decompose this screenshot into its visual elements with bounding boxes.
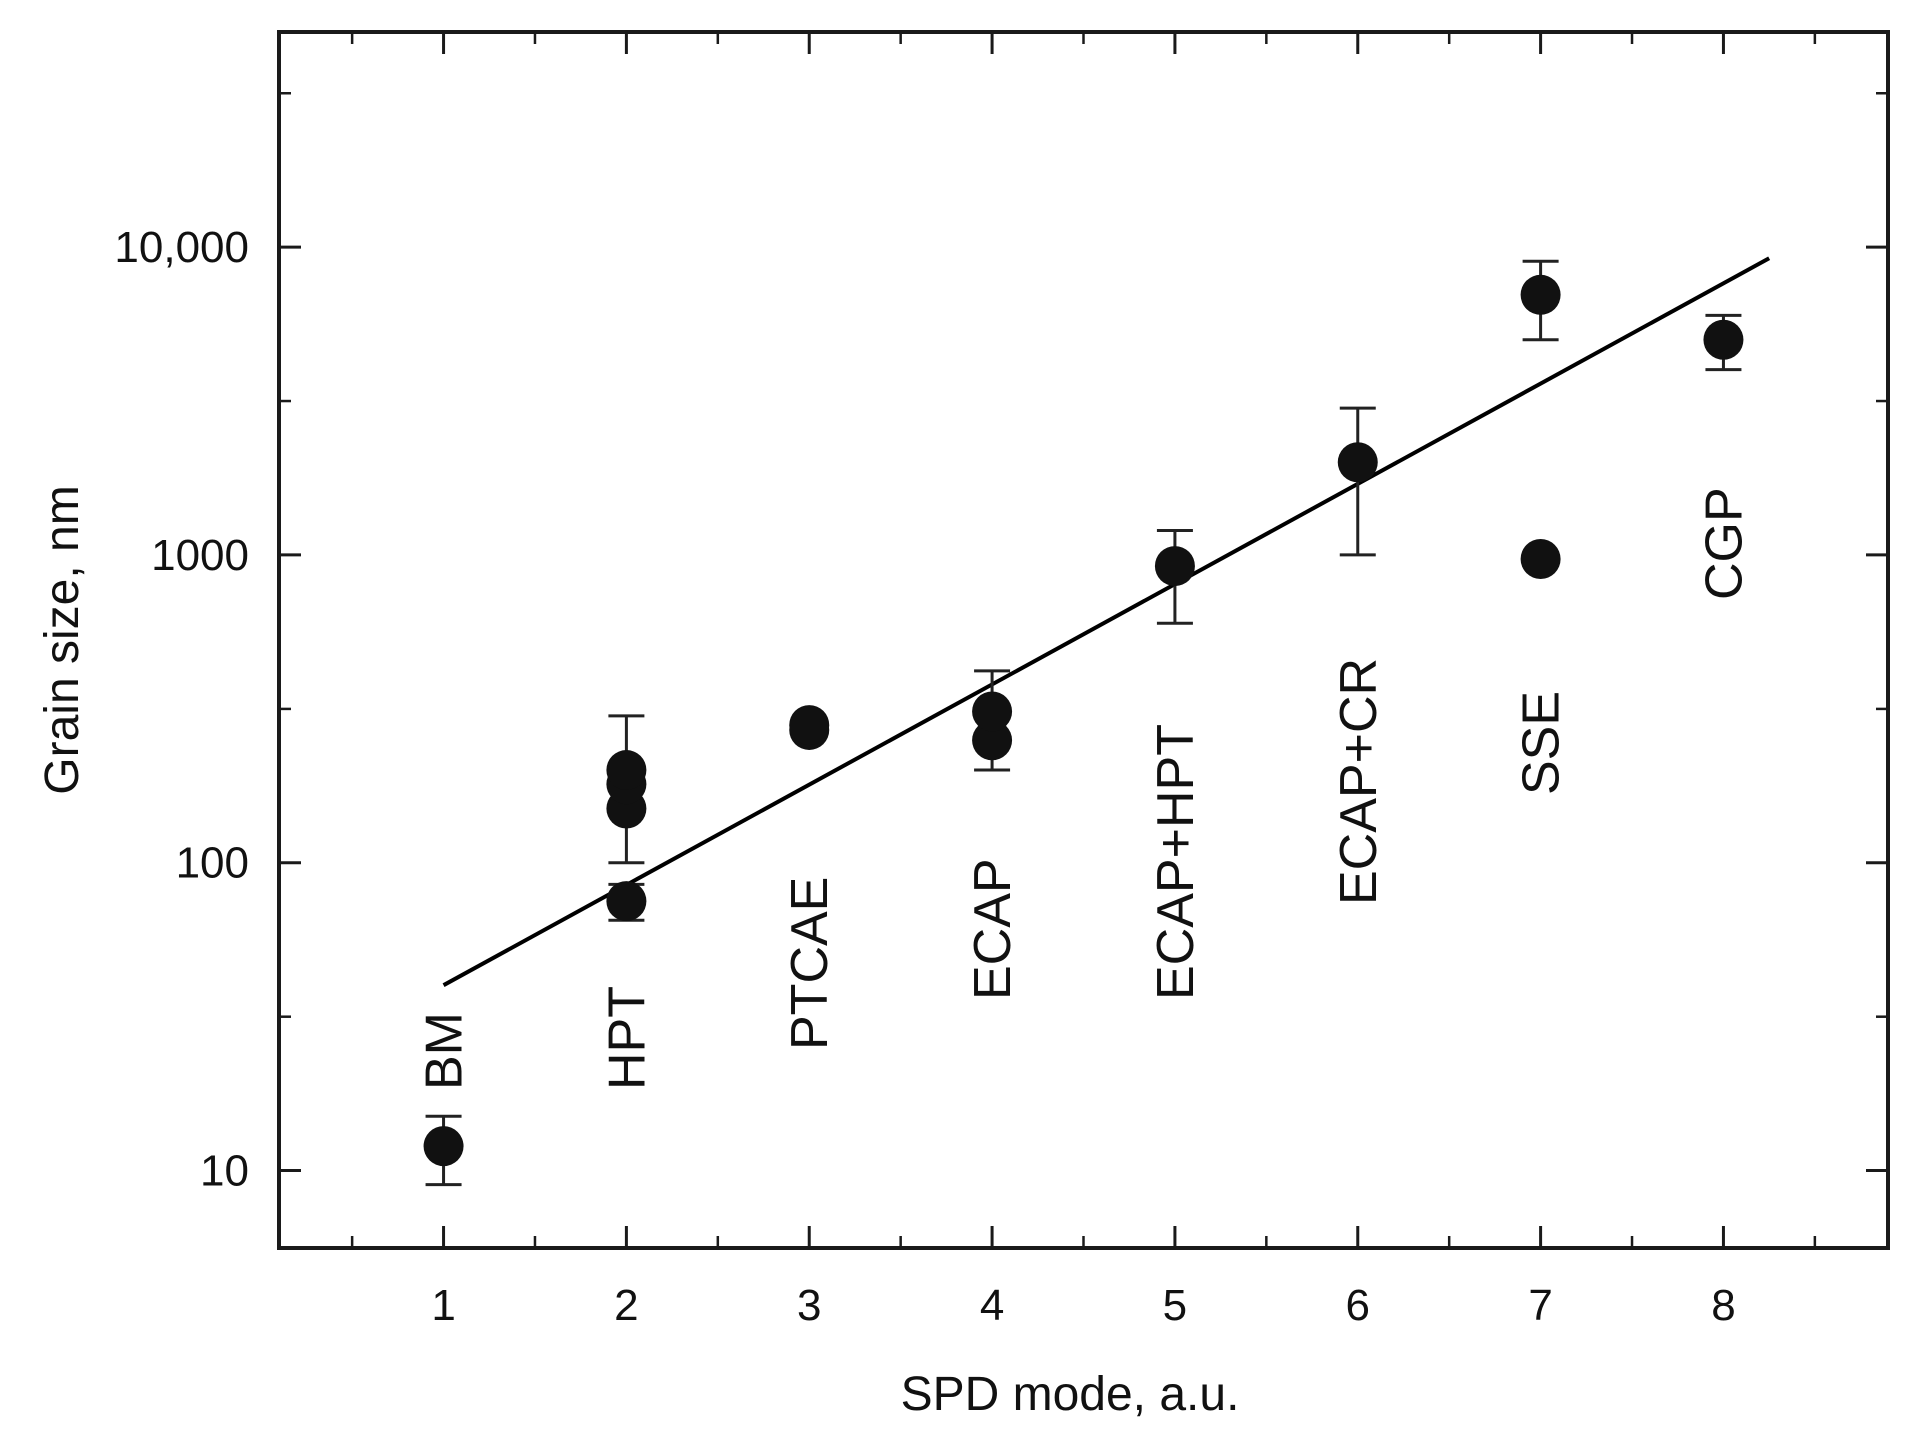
major-ticks bbox=[279, 32, 1888, 1248]
y-tick-label: 1000 bbox=[151, 531, 249, 580]
y-tick-label: 10 bbox=[200, 1146, 249, 1195]
y-tick-label: 10,000 bbox=[114, 223, 249, 272]
x-tick-label: 3 bbox=[797, 1281, 821, 1330]
data-point bbox=[789, 705, 830, 746]
x-tick-label: 2 bbox=[614, 1281, 638, 1330]
mode-label: CGP bbox=[1695, 487, 1753, 600]
minor-ticks bbox=[279, 32, 1888, 1250]
x-tick-label: 7 bbox=[1528, 1281, 1552, 1330]
data-point bbox=[972, 691, 1013, 732]
data-point bbox=[1520, 274, 1561, 315]
data-point bbox=[606, 750, 647, 791]
x-tick-label: 1 bbox=[431, 1281, 455, 1330]
plot-frame bbox=[277, 30, 1890, 1250]
data-point bbox=[1703, 319, 1744, 360]
data-point bbox=[423, 1126, 464, 1167]
x-axis-title: SPD mode, a.u. bbox=[901, 1368, 1240, 1421]
data-point bbox=[606, 881, 647, 922]
mode-label: ECAP+CR bbox=[1330, 658, 1388, 905]
mode-label: ECAP bbox=[964, 858, 1022, 1000]
x-tick-label: 4 bbox=[980, 1281, 1004, 1330]
mode-labels: BM HPT PTCAE ECAP ECAP+HPT ECAP+CR SSE CGP bbox=[416, 487, 1754, 1090]
y-axis-title: Grain size, nm bbox=[36, 485, 89, 794]
data-point bbox=[1154, 546, 1195, 587]
y-tick-labels: 10 100 1000 10,000 bbox=[114, 223, 249, 1195]
x-tick-labels: 1 2 3 4 5 6 7 8 bbox=[431, 1281, 1735, 1330]
fit-line bbox=[442, 256, 1771, 987]
mode-label: HPT bbox=[598, 986, 656, 1090]
x-tick-label: 5 bbox=[1163, 1281, 1187, 1330]
x-tick-label: 8 bbox=[1711, 1281, 1735, 1330]
data-point bbox=[1337, 442, 1378, 483]
fit-line-group bbox=[442, 256, 1771, 987]
mode-label: BM bbox=[416, 1012, 474, 1090]
data-point bbox=[972, 720, 1013, 761]
mode-label: PTCAE bbox=[781, 877, 839, 1050]
x-tick-label: 6 bbox=[1346, 1281, 1370, 1330]
data-point bbox=[1520, 538, 1561, 579]
data-points bbox=[423, 274, 1744, 1167]
mode-label: SSE bbox=[1513, 691, 1571, 795]
y-tick-label: 100 bbox=[176, 839, 249, 888]
mode-label: ECAP+HPT bbox=[1147, 724, 1205, 1000]
